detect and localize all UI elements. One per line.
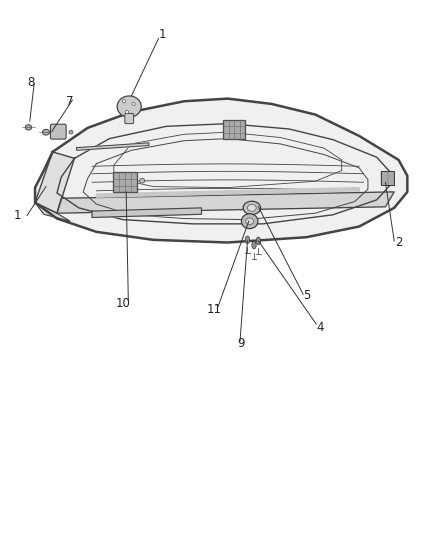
Polygon shape [35, 99, 407, 243]
Text: 11: 11 [207, 303, 222, 316]
Bar [113, 172, 137, 192]
Ellipse shape [125, 110, 129, 114]
Polygon shape [35, 152, 74, 213]
Polygon shape [92, 208, 201, 217]
Ellipse shape [246, 218, 254, 224]
Bar [223, 120, 245, 139]
Ellipse shape [139, 178, 145, 183]
FancyBboxPatch shape [50, 124, 66, 139]
Ellipse shape [69, 131, 73, 134]
Ellipse shape [243, 201, 261, 215]
Text: 8: 8 [27, 76, 34, 89]
Text: 10: 10 [115, 297, 130, 310]
Ellipse shape [247, 205, 256, 211]
Ellipse shape [25, 125, 32, 130]
Ellipse shape [132, 102, 135, 106]
Text: 7: 7 [66, 95, 74, 108]
Ellipse shape [245, 236, 250, 244]
Text: 1: 1 [14, 209, 21, 222]
Polygon shape [77, 143, 149, 150]
Text: 5: 5 [303, 289, 310, 302]
Ellipse shape [256, 237, 261, 245]
Ellipse shape [252, 241, 256, 249]
Polygon shape [57, 192, 394, 213]
Polygon shape [96, 188, 359, 197]
Text: 9: 9 [237, 337, 245, 350]
Ellipse shape [42, 130, 49, 135]
Text: 1: 1 [158, 28, 166, 41]
Ellipse shape [241, 214, 258, 229]
Ellipse shape [117, 96, 141, 117]
FancyBboxPatch shape [125, 114, 134, 124]
Bar [381, 171, 394, 184]
Text: 2: 2 [395, 236, 403, 249]
Ellipse shape [122, 100, 125, 103]
Polygon shape [35, 203, 70, 221]
Text: 4: 4 [316, 321, 324, 334]
